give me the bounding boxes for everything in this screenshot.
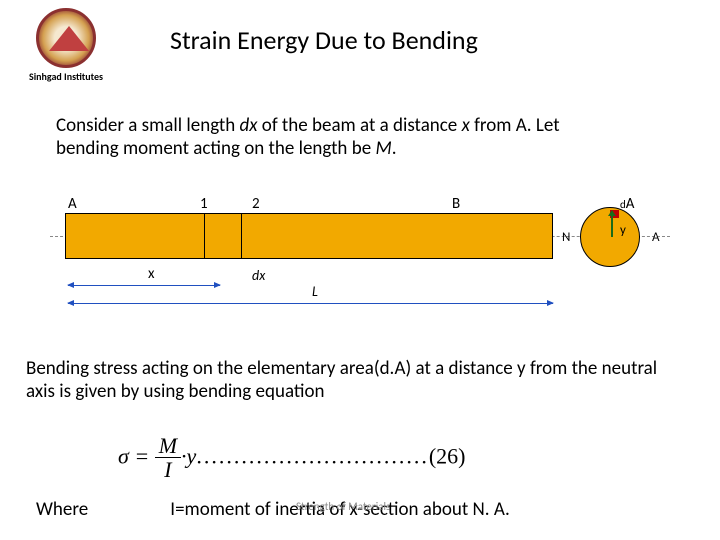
var-M: M — [375, 137, 391, 160]
arrow-left-icon — [67, 282, 74, 288]
beam-diagram: A 1 2 B x dx L dA y N A — [50, 195, 670, 345]
bending-equation: σ = MI·y...............................(… — [118, 435, 638, 475]
label-L: L — [312, 283, 318, 300]
institute-name: Sinhgad Institutes — [16, 70, 116, 83]
label-N: N — [562, 230, 570, 245]
dot-y: ·y — [181, 444, 196, 469]
logo-area: Sinhgad Institutes — [16, 8, 116, 83]
dots: ............................... — [196, 444, 429, 469]
eq-number: (26) — [429, 444, 466, 469]
where-label: Where — [36, 498, 166, 521]
var-dx: dx — [240, 114, 258, 137]
slide-title: Strain Energy Due to Bending — [170, 24, 478, 56]
label-y: y — [620, 223, 626, 238]
beam-section-dx — [204, 214, 242, 258]
equals: = — [129, 444, 155, 469]
arrow-right-icon — [214, 282, 221, 288]
label-B: B — [452, 195, 460, 213]
var-x: x — [462, 114, 470, 137]
arrow-left-icon — [67, 300, 74, 306]
label-dA: dA — [620, 195, 634, 213]
intro-paragraph: Consider a small length dx of the beam a… — [56, 115, 616, 161]
footer-text: Strength of Materials — [296, 500, 390, 513]
arrow-right-icon — [547, 300, 554, 306]
intro-text-4: . — [392, 137, 397, 160]
institute-logo — [36, 8, 96, 68]
sigma: σ — [118, 444, 129, 469]
fraction: MI — [155, 435, 181, 482]
label-A: A — [68, 195, 77, 213]
equation-content: σ = MI·y...............................(… — [118, 435, 465, 482]
label-2: 2 — [252, 195, 260, 213]
label-dx: dx — [252, 267, 265, 284]
dimension-L — [68, 303, 553, 304]
y-distance-arrow — [611, 215, 613, 237]
dimension-x — [68, 285, 220, 286]
beam-rect — [65, 213, 553, 259]
label-x: x — [148, 265, 155, 283]
intro-text-1: Consider a small length — [56, 114, 240, 137]
intro-text-2: of the beam at a distance — [258, 114, 462, 137]
bending-stress-paragraph: Bending stress acting on the elementary … — [26, 358, 686, 404]
label-1: 1 — [200, 195, 208, 213]
label-A-right: A — [652, 230, 660, 245]
